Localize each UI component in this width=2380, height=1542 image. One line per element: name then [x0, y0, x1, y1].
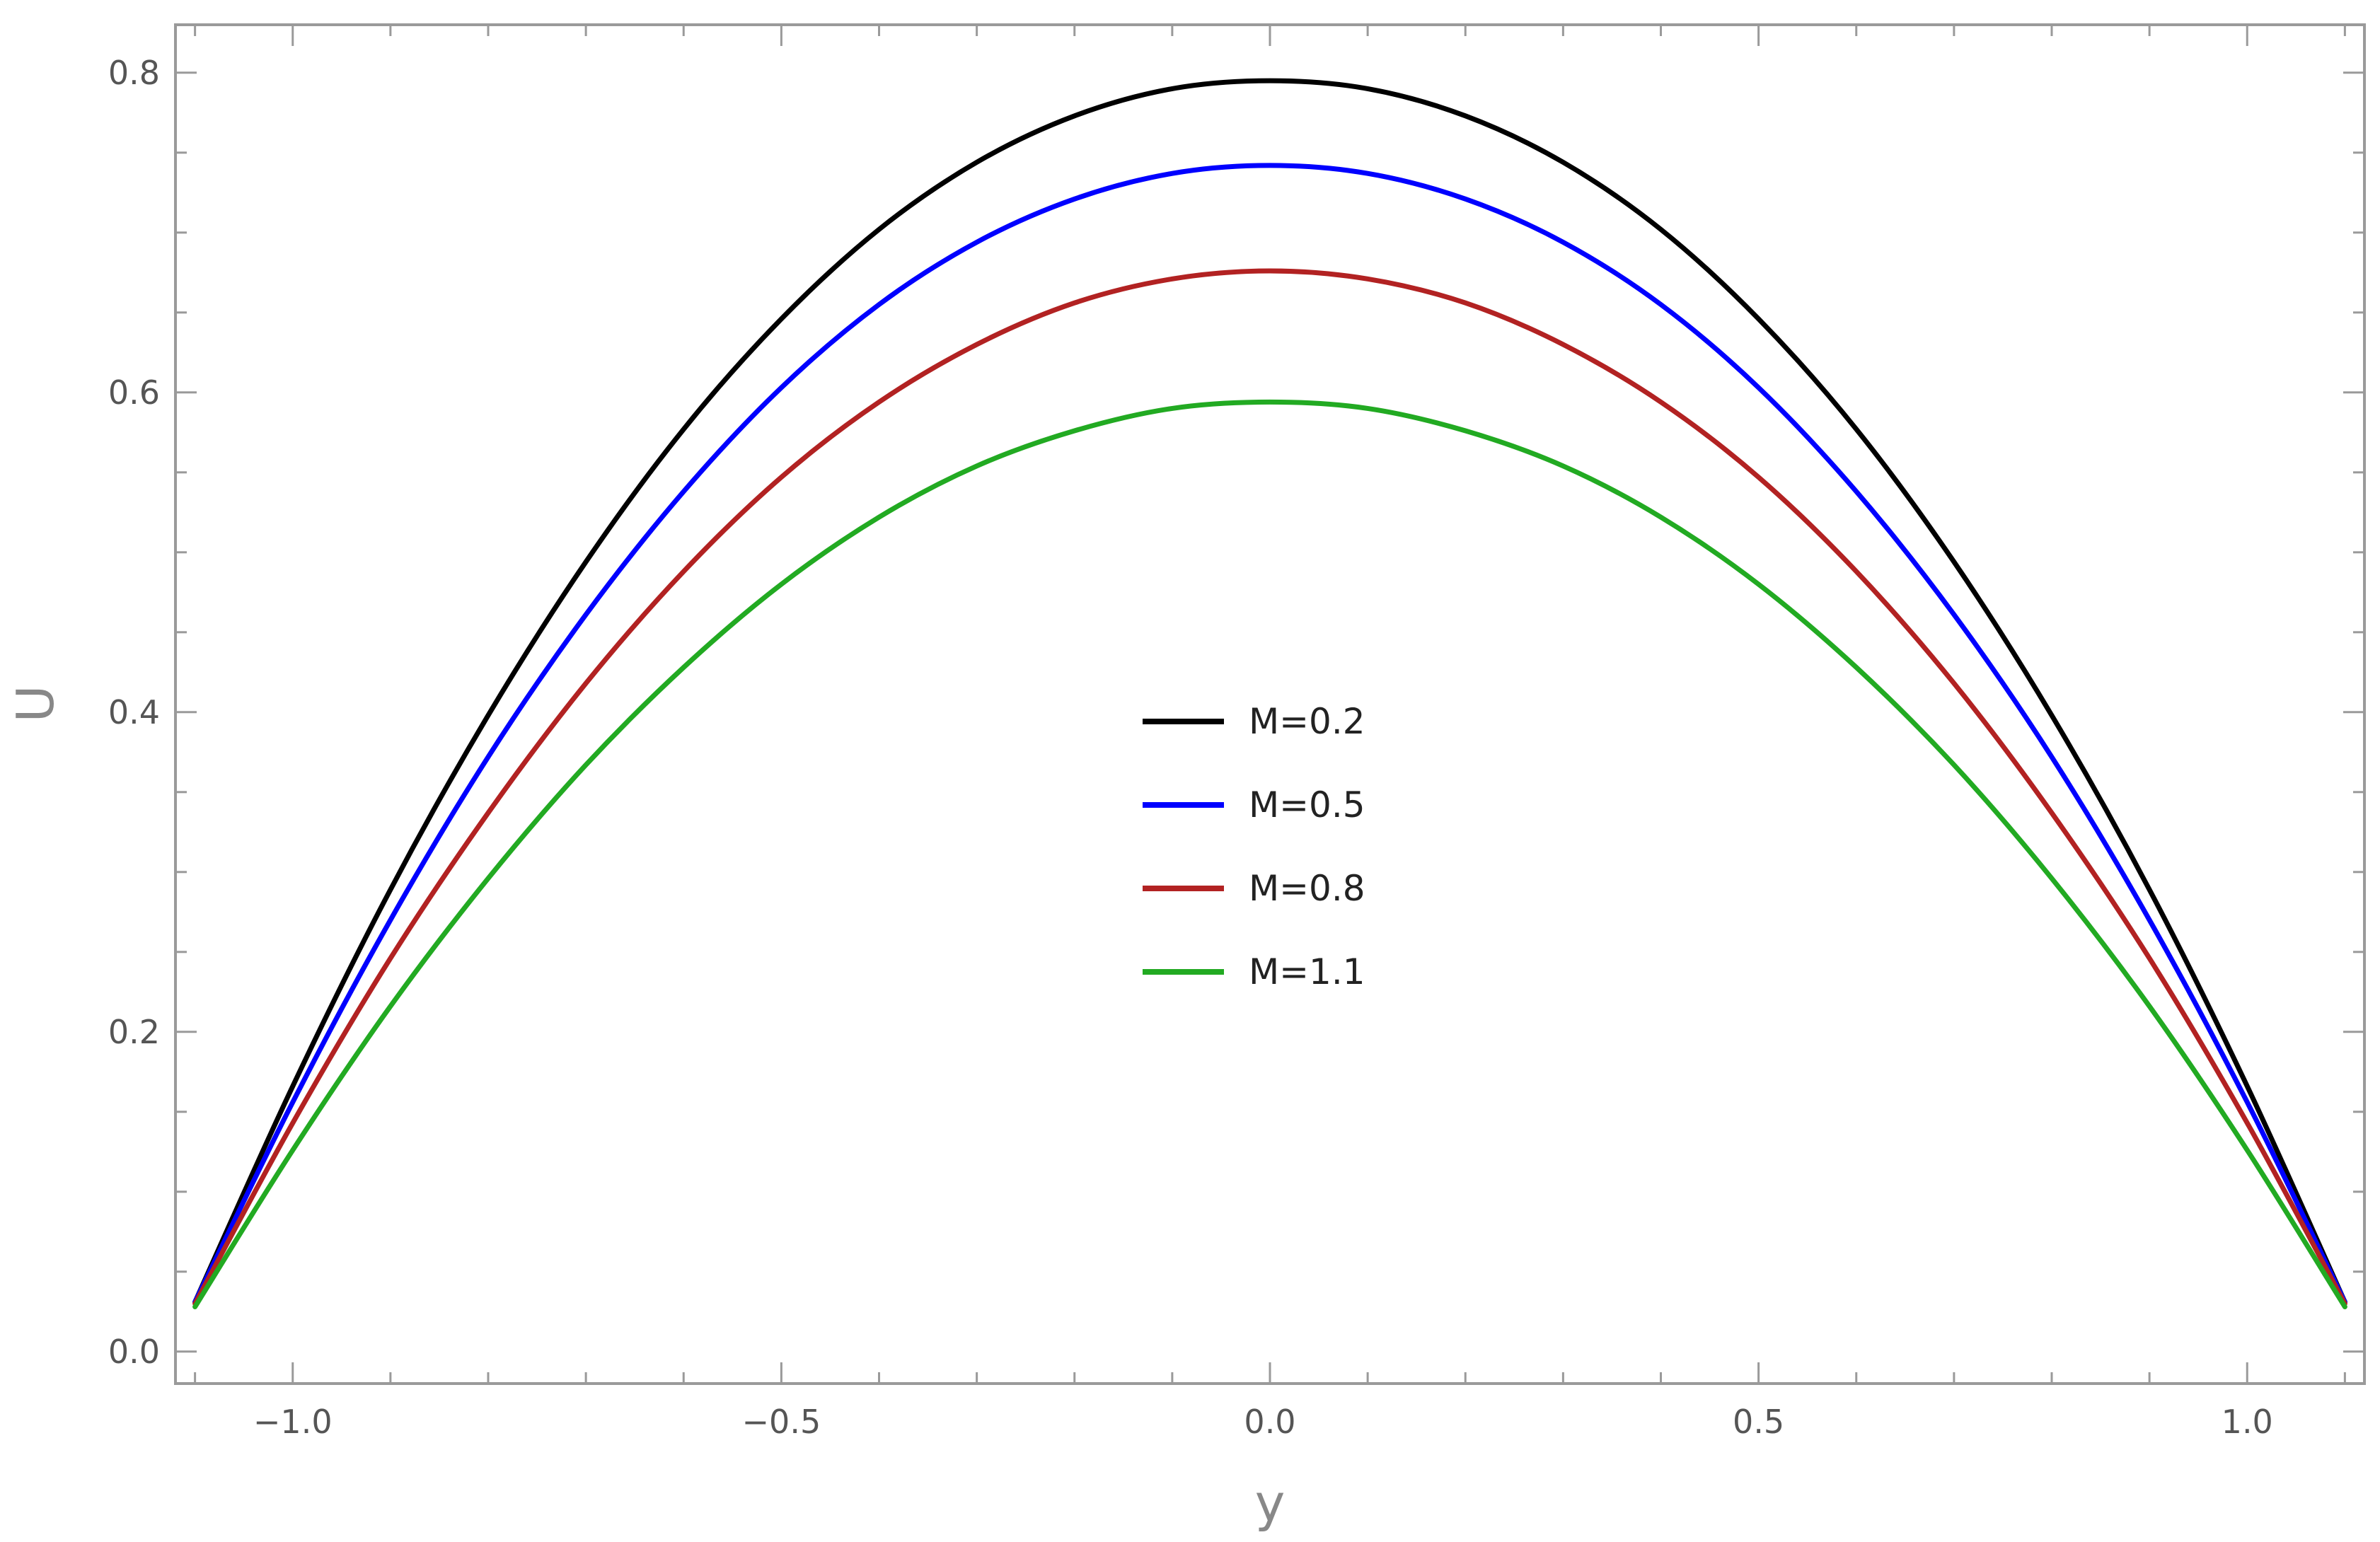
x-tick-label: −1.0 [253, 1403, 333, 1441]
x-tick-label: 0.0 [1244, 1403, 1295, 1441]
y-tick-label: 0.6 [108, 373, 160, 412]
y-axis-label: U [6, 685, 65, 723]
series-line-3 [192, 268, 2347, 1306]
legend-label: M=0.8 [1249, 868, 1365, 909]
series-line-4 [192, 399, 2347, 1309]
x-axis-label: y [1255, 1473, 1286, 1533]
tick-labels: −1.0 −0.5 0.0 0.5 1.0 0.0 0.2 0.4 0.6 0.8 [108, 54, 2273, 1441]
legend-label: M=1.1 [1249, 951, 1365, 992]
legend-label: M=0.5 [1249, 784, 1365, 825]
series-lines [192, 78, 2347, 1309]
y-tick-label: 0.2 [108, 1013, 160, 1051]
legend-label: M=0.2 [1249, 701, 1365, 742]
axis-ticks [175, 25, 2364, 1384]
y-tick-label: 0.4 [108, 693, 160, 731]
y-tick-label: 0.0 [108, 1333, 160, 1371]
series-line-1 [192, 78, 2347, 1305]
series-line-2 [192, 163, 2347, 1305]
x-tick-label: 0.5 [1733, 1403, 1784, 1441]
legend: M=0.2 M=0.5 M=0.8 M=1.1 [1143, 701, 1365, 992]
y-tick-label: 0.8 [108, 54, 160, 92]
x-tick-label: 1.0 [2222, 1403, 2273, 1441]
x-tick-label: −0.5 [742, 1403, 821, 1441]
